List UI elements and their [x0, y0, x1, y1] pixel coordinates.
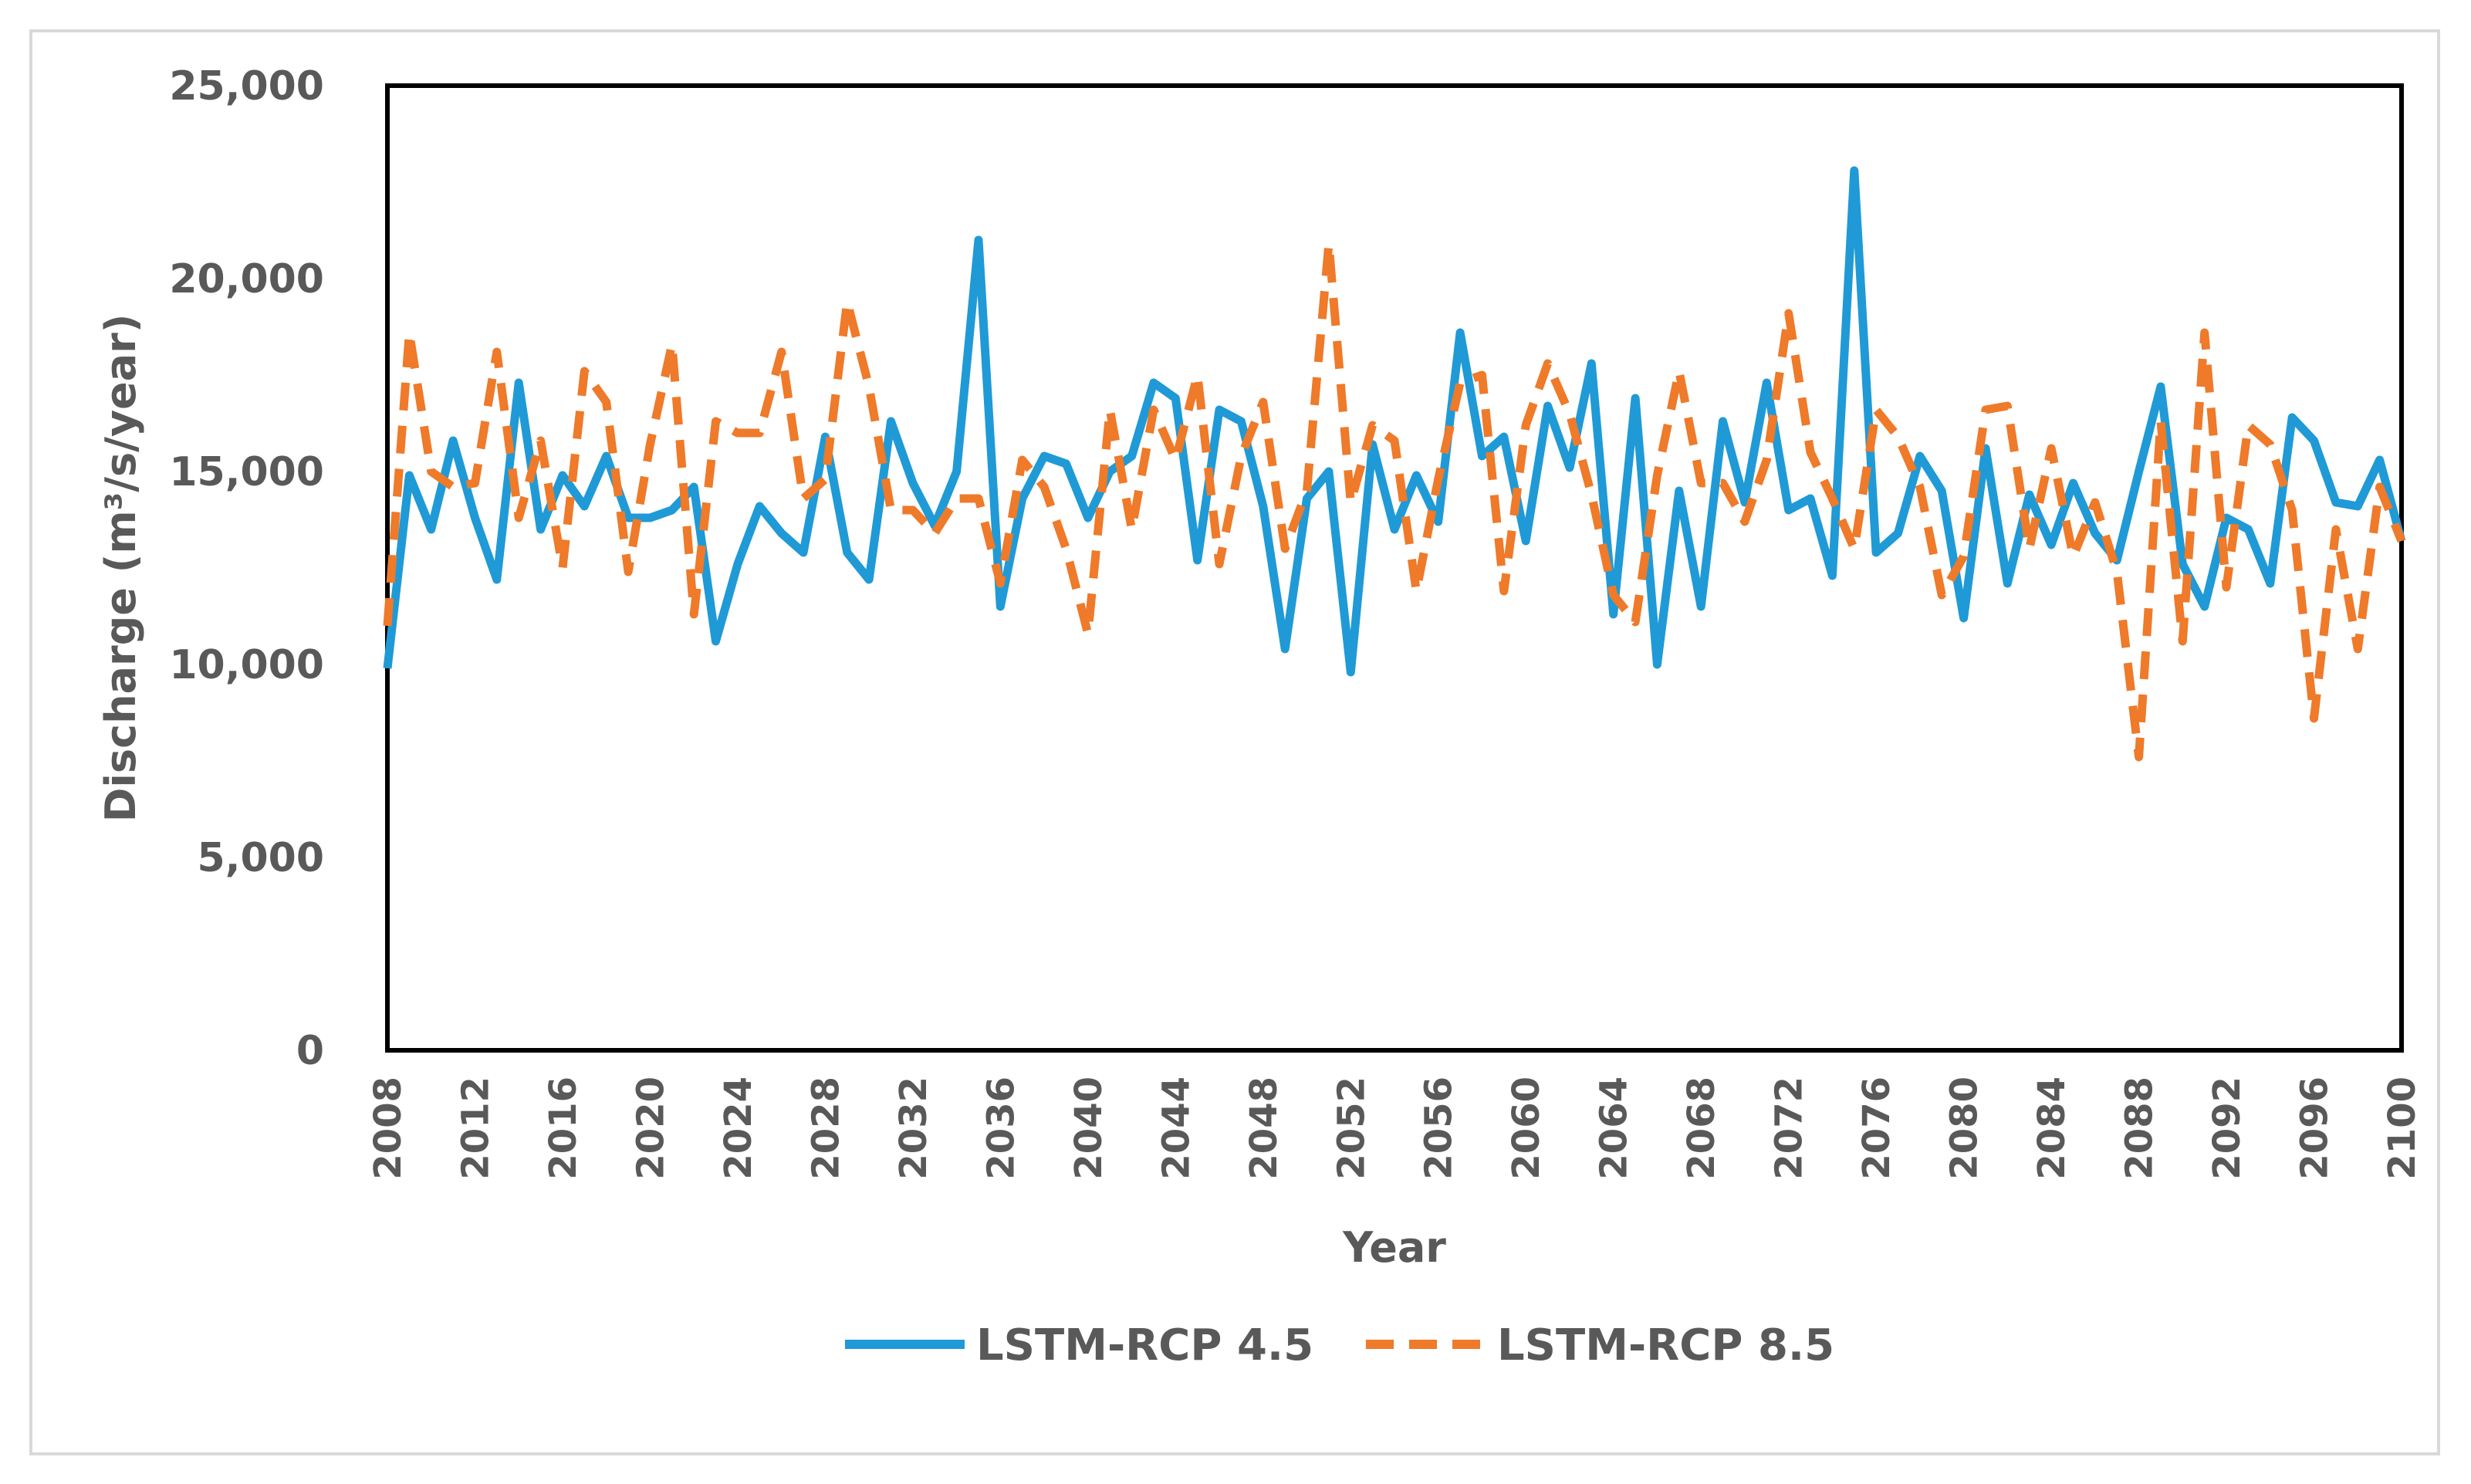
x-tick-label: 2024 — [717, 1077, 760, 1180]
x-tick-label: 2048 — [1242, 1077, 1286, 1180]
x-tick-label: 2088 — [2118, 1077, 2162, 1180]
y-axis-label: Discharge (m³/s/year) — [96, 314, 145, 823]
x-tick-label: 2028 — [804, 1077, 847, 1180]
x-tick-label: 2076 — [1855, 1077, 1898, 1180]
x-axis-label: Year — [1342, 1223, 1446, 1272]
x-tick-label: 2036 — [979, 1077, 1023, 1180]
legend-label-rcp45: LSTM-RCP 4.5 — [976, 1320, 1313, 1371]
x-tick-label: 2092 — [2206, 1077, 2249, 1180]
y-tick-label: 15,000 — [169, 449, 324, 495]
x-tick-label: 2064 — [1593, 1077, 1636, 1180]
x-tick-label: 2060 — [1505, 1077, 1548, 1180]
x-tick-label: 2044 — [1154, 1077, 1198, 1180]
x-tick-label: 2032 — [892, 1077, 935, 1180]
y-tick-label: 10,000 — [169, 642, 324, 688]
x-tick-label: 2080 — [1943, 1077, 1986, 1180]
x-tick-label: 2052 — [1330, 1077, 1373, 1180]
y-tick-label: 25,000 — [169, 63, 324, 110]
x-tick-label: 2008 — [367, 1077, 410, 1180]
series-line-rcp85 — [383, 239, 2406, 762]
x-tick-label: 2096 — [2294, 1077, 2337, 1180]
y-tick-label: 5,000 — [198, 835, 324, 881]
x-tick-label: 2020 — [629, 1077, 672, 1180]
y-tick-label: 0 — [296, 1028, 324, 1074]
legend-label-rcp85: LSTM-RCP 8.5 — [1497, 1320, 1834, 1371]
legend: LSTM-RCP 4.5 LSTM-RCP 8.5 — [845, 1320, 1834, 1371]
x-tick-label: 2056 — [1418, 1077, 1461, 1180]
x-tick-label: 2072 — [1768, 1077, 1811, 1180]
x-tick-label: 2016 — [542, 1077, 585, 1180]
x-tick-label: 2100 — [2381, 1077, 2424, 1180]
x-tick-label: 2012 — [454, 1077, 497, 1180]
x-tick-label: 2068 — [1680, 1077, 1723, 1180]
x-tick-label: 2040 — [1067, 1077, 1110, 1180]
y-tick-label: 20,000 — [169, 256, 324, 303]
plot-area — [385, 83, 2404, 1053]
x-tick-label: 2084 — [2030, 1077, 2074, 1180]
